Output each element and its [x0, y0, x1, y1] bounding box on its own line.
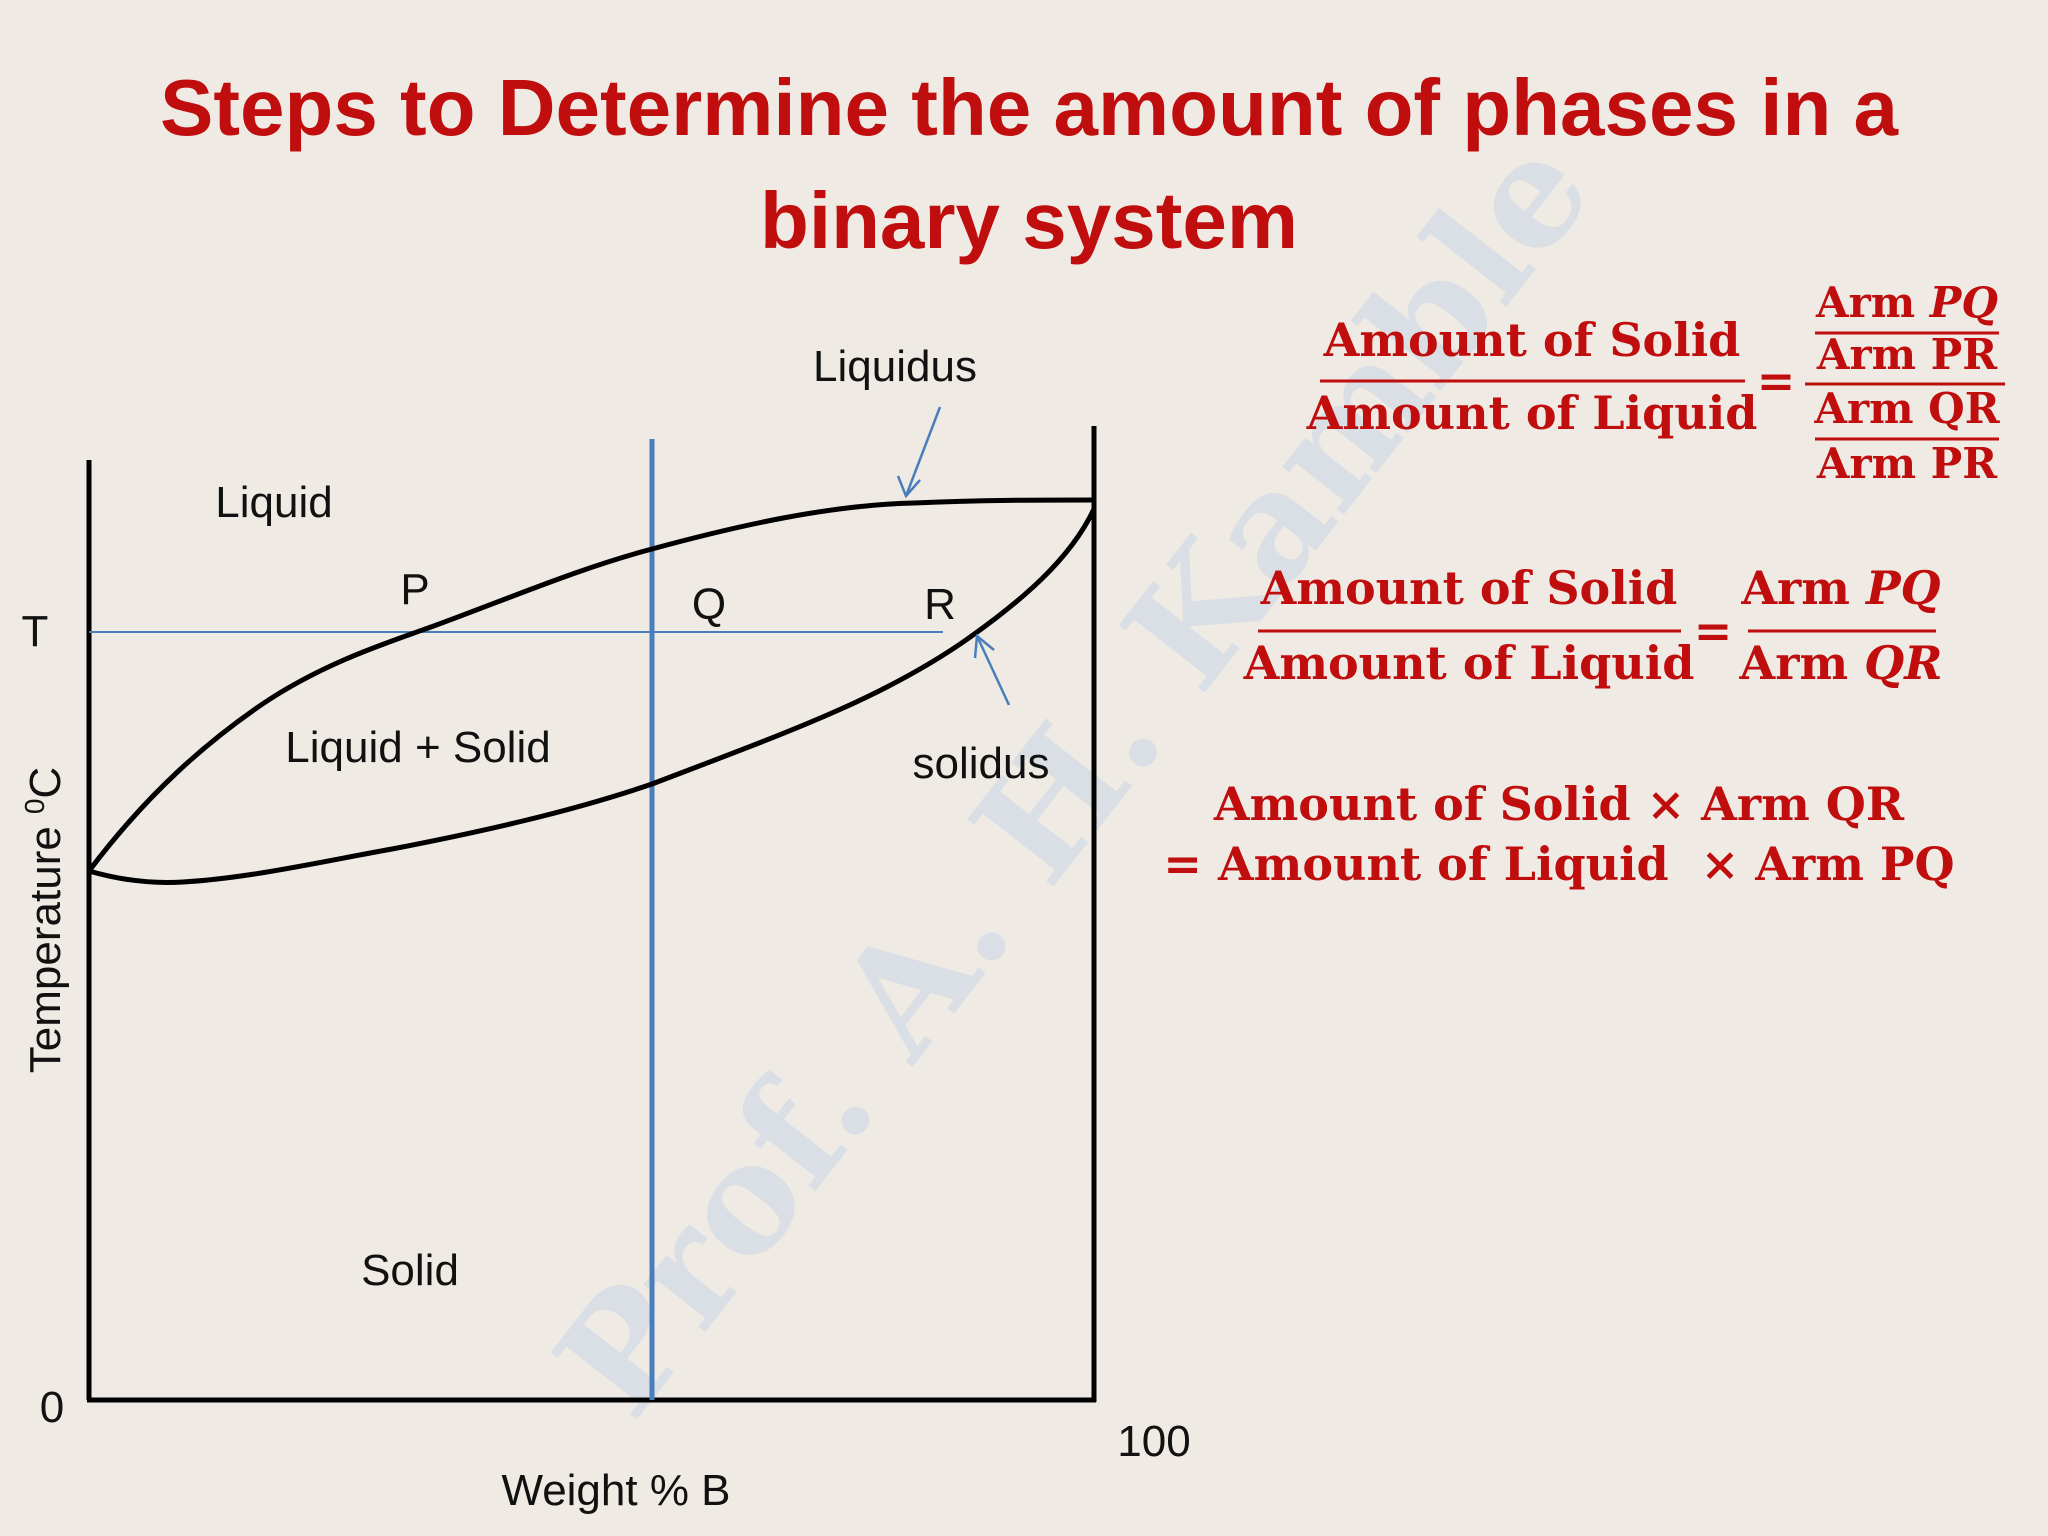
diagram: Liquidus Liquid P Q R T Liquid + Solid s… [19, 342, 1191, 1515]
arrow [975, 635, 1011, 706]
y-axis-label-sup: 0 [19, 799, 50, 815]
arm-word: Arm [1740, 561, 1850, 615]
arrow [904, 406, 942, 497]
solidus-curve [88, 507, 1097, 885]
arm: Arm PQ [1815, 278, 1998, 327]
axis-min: 0 [40, 1383, 64, 1432]
arm: Arm QR [1739, 636, 1943, 690]
liquidus-curve [87, 497, 1095, 873]
arm-seg: PQ [1929, 278, 1998, 327]
temperature-mark: T [22, 607, 49, 656]
arm-seg: PR [1931, 330, 1999, 379]
arrow-head [973, 633, 995, 659]
arrow-head [896, 475, 921, 499]
region-label: Liquid + Solid [285, 723, 550, 772]
arm-seg: QR [1864, 636, 1942, 690]
arm: Arm PQ [1740, 561, 1940, 615]
point-label: Q [692, 580, 726, 629]
title-line: Steps to Determine the amount of phases … [160, 63, 1899, 152]
title-line: binary system [760, 176, 1298, 265]
region-label: Liquid [215, 478, 332, 527]
arm: Arm PR [1816, 439, 1998, 488]
numerator: Amount of Solid [1323, 313, 1741, 367]
x-axis-label: Weight % B [501, 1466, 730, 1515]
point-label: P [400, 565, 429, 614]
arm: Arm QR [1813, 384, 2000, 433]
y-axis-label: Temperature 0C [19, 767, 70, 1073]
arm-seg: PQ [1864, 561, 1941, 615]
arm-word: Arm [1816, 439, 1916, 488]
formula-2: Amount of Solid Amount of Liquid = Arm P… [1243, 561, 1943, 690]
formula-line: Amount of Solid × Arm QR [1213, 777, 1905, 831]
arm-word: Arm [1739, 636, 1849, 690]
formula-1: Amount of Solid Amount of Liquid = Arm P… [1306, 278, 2005, 488]
y-axis-label-text: Temperature [21, 826, 70, 1073]
arm: Arm PR [1816, 330, 1998, 379]
curve-label: solidus [913, 739, 1050, 788]
arm-seg: PR [1931, 439, 1999, 488]
denominator: Amount of Liquid [1306, 386, 1758, 440]
equals: = [1694, 604, 1733, 658]
watermark: Prof. A. H. Kamble [522, 105, 1625, 1447]
region-label: Solid [361, 1246, 459, 1295]
arm-word: Arm [1813, 384, 1913, 433]
arm-seg: QR [1928, 384, 2001, 433]
arm-word: Arm [1815, 278, 1915, 327]
curve-label: Liquidus [813, 342, 977, 391]
axis-max: 100 [1117, 1417, 1190, 1466]
formula-line: = Amount of Liquid × Arm PQ [1163, 837, 1954, 891]
y-axis-label-unit: C [21, 767, 70, 799]
denominator: Amount of Liquid [1243, 636, 1695, 690]
numerator: Amount of Solid [1260, 561, 1678, 615]
point-label: R [924, 580, 956, 629]
equals: = [1757, 354, 1796, 408]
arm-word: Arm [1816, 330, 1916, 379]
formula-3: Amount of Solid × Arm QR = Amount of Liq… [1163, 777, 1954, 891]
